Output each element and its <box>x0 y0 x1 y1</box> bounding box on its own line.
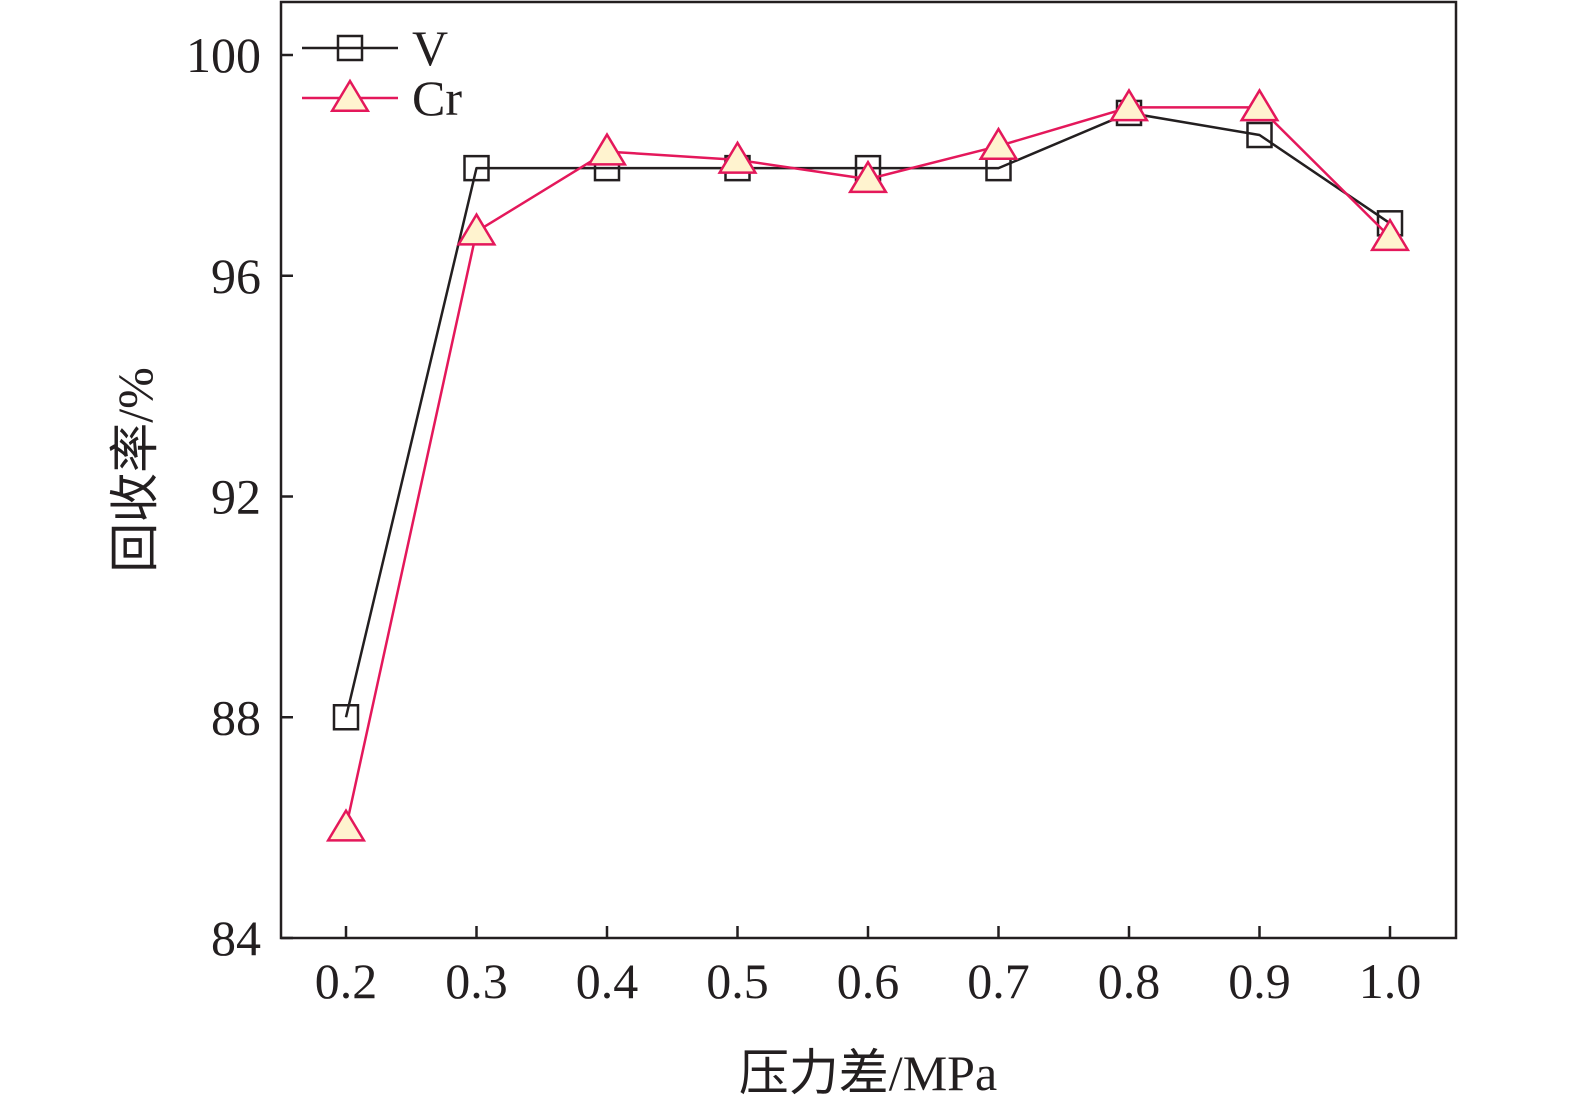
data-point-cr <box>456 212 497 246</box>
x-tick-label: 0.2 <box>315 953 378 1009</box>
data-point-cr <box>847 159 889 194</box>
x-axis-title: 压力差/MPa <box>739 1045 997 1101</box>
data-point-cr <box>586 132 628 166</box>
series-line-v <box>344 111 1391 718</box>
legend-marker-cr <box>329 78 371 112</box>
y-axis-title: 回收率/% <box>107 367 163 573</box>
data-point-cr <box>978 126 1019 161</box>
data-point-cr <box>1239 87 1280 122</box>
x-tick-label: 0.9 <box>1228 953 1291 1009</box>
plot-frame <box>279 0 1458 940</box>
data-point-cr <box>1108 87 1150 122</box>
data-point-cr <box>717 140 758 174</box>
data-point-v <box>463 154 490 182</box>
data-point-cr <box>325 808 367 842</box>
data-point-v <box>1246 121 1273 149</box>
series-v <box>332 99 1404 731</box>
legend-label-cr: Cr <box>412 70 462 126</box>
x-tick-label: 0.6 <box>837 953 900 1009</box>
y-tick-label: 88 <box>211 689 261 745</box>
y-tick-label: 100 <box>186 27 261 83</box>
series-cr <box>325 87 1411 842</box>
y-tick-label: 84 <box>211 910 261 966</box>
y-tick-label: 92 <box>211 469 261 525</box>
x-tick-label: 0.5 <box>706 953 769 1009</box>
data-point-v <box>332 704 360 731</box>
series-layer <box>325 87 1411 842</box>
data-point-cr <box>1369 217 1411 252</box>
legend-label-v: V <box>412 20 448 76</box>
x-tick-label: 0.3 <box>445 953 508 1009</box>
axes-layer: 84 88 92 96 100 0.2 0.3 0.4 0.5 0.6 0.7 0.8 0.9 1.0 <box>186 0 1458 1009</box>
x-tick-label: 0.8 <box>1098 953 1161 1009</box>
x-tick-label: 0.7 <box>967 953 1030 1009</box>
x-tick-label: 0.4 <box>576 953 639 1009</box>
legend: VCr <box>302 20 462 126</box>
y-tick-label: 96 <box>211 248 261 304</box>
legend-marker-v <box>336 34 364 62</box>
x-tick-label: 1.0 <box>1359 953 1422 1009</box>
series-line-cr <box>344 106 1391 828</box>
